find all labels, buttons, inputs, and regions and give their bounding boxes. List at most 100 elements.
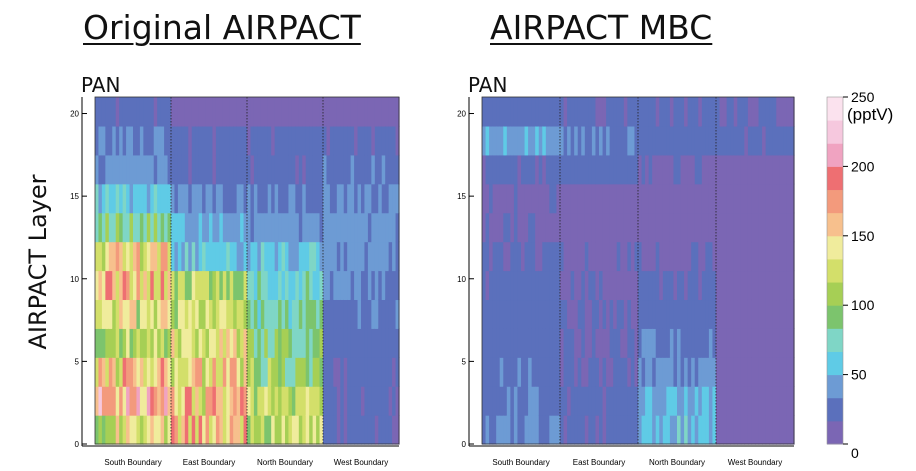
heatmap-cell <box>205 212 210 243</box>
heatmap-cell <box>202 241 207 272</box>
heatmap-cell <box>112 299 117 329</box>
heatmap-cell <box>333 125 338 156</box>
heatmap-cell <box>708 212 714 243</box>
heatmap-cell <box>552 328 558 358</box>
heatmap-cell <box>347 386 352 416</box>
heatmap-cell <box>329 241 334 272</box>
heatmap-cell <box>783 212 788 243</box>
heatmap-cell <box>524 386 529 416</box>
heatmap-cell <box>305 125 310 156</box>
heatmap-cell <box>105 386 110 416</box>
heatmap-cell <box>691 328 696 358</box>
heatmap-cell <box>726 125 731 156</box>
heatmap-cell <box>326 270 331 301</box>
heatmap-cell <box>772 212 777 243</box>
heatmap-cell <box>627 241 632 272</box>
heatmap-cell <box>174 183 179 214</box>
heatmap-cell <box>243 183 248 214</box>
heatmap-cell <box>581 415 586 445</box>
heatmap-cell <box>143 386 148 416</box>
heatmap-cell <box>371 386 376 416</box>
heatmap-cell <box>591 212 597 243</box>
heatmap-cell <box>274 328 279 358</box>
heatmap-cell <box>278 415 283 445</box>
heatmap-cell <box>122 212 127 243</box>
heatmap-cell <box>298 415 303 445</box>
heatmap-cell <box>779 212 784 243</box>
heatmap-cell <box>354 415 359 445</box>
heatmap-cell <box>740 183 745 214</box>
heatmap-cell <box>783 328 788 358</box>
heatmap-cell <box>267 125 272 156</box>
heatmap-cell <box>584 270 589 301</box>
heatmap-cell <box>233 125 238 156</box>
heatmap-cell <box>202 270 207 301</box>
heatmap-cell <box>98 212 103 243</box>
heatmap-cell <box>645 415 650 445</box>
heatmap-cell <box>333 97 338 127</box>
heatmap-cell <box>160 270 165 301</box>
heatmap-cell <box>136 299 141 329</box>
heatmap-cell <box>129 97 134 127</box>
heatmap-cell <box>680 386 685 416</box>
heatmap-cell <box>126 125 131 156</box>
heatmap-cell <box>326 299 331 329</box>
heatmap-cell <box>364 154 369 185</box>
heatmap-cell <box>385 241 390 272</box>
heatmap-cell <box>253 415 258 445</box>
heatmap-cell <box>354 357 359 387</box>
heatmap-cell <box>250 415 255 445</box>
heatmap-cell <box>655 241 660 272</box>
y-tick-label: 5 <box>75 357 80 366</box>
heatmap-cell <box>243 241 248 272</box>
heatmap-cell <box>740 212 745 243</box>
heatmap-cell <box>395 415 400 445</box>
heatmap-cell <box>374 125 379 156</box>
heatmap-cell <box>233 241 238 272</box>
heatmap-cell <box>119 270 124 301</box>
heatmap-cell <box>150 212 155 243</box>
heatmap-cell <box>378 415 383 445</box>
heatmap-cell <box>567 125 572 156</box>
heatmap-cell <box>212 270 217 301</box>
heatmap-cell <box>219 328 224 358</box>
heatmap-cell <box>108 97 113 127</box>
heatmap-cell <box>772 386 777 416</box>
heatmap-cell <box>157 212 162 243</box>
heatmap-cell <box>298 386 303 416</box>
heatmap-cell <box>219 270 224 301</box>
heatmap-cell <box>591 386 597 416</box>
heatmap-cell <box>195 97 200 127</box>
heatmap-cell <box>381 154 386 185</box>
heatmap-cell <box>385 97 390 127</box>
heatmap-cell <box>288 299 293 329</box>
heatmap-cell <box>298 125 303 156</box>
heatmap-cell <box>174 357 179 387</box>
heatmap-cell <box>319 299 324 329</box>
heatmap-cell <box>281 212 286 243</box>
heatmap-cell <box>694 212 699 243</box>
heatmap-cell <box>215 212 220 243</box>
colorbar-swatch <box>827 97 843 121</box>
heatmap-cell <box>701 386 706 416</box>
heatmap-cell <box>188 125 193 156</box>
heatmap-cell <box>316 241 321 272</box>
heatmap-cell <box>552 241 558 272</box>
heatmap-cell <box>755 212 760 243</box>
heatmap-cell <box>733 212 738 243</box>
heatmap-cell <box>202 386 207 416</box>
heatmap-cell <box>779 328 784 358</box>
heatmap-cell <box>719 357 724 387</box>
heatmap-cell <box>153 154 158 185</box>
heatmap-cell <box>588 241 593 272</box>
heatmap-cell <box>535 125 540 156</box>
heatmap-cell <box>701 154 706 185</box>
heatmap-cell <box>350 97 355 127</box>
heatmap-cell <box>212 386 217 416</box>
heatmap-cell <box>762 270 767 301</box>
heatmap-cell <box>233 212 238 243</box>
heatmap-cell <box>556 386 561 416</box>
heatmap-cell <box>361 97 366 127</box>
heatmap-cell <box>708 415 714 445</box>
heatmap-cell <box>174 212 179 243</box>
